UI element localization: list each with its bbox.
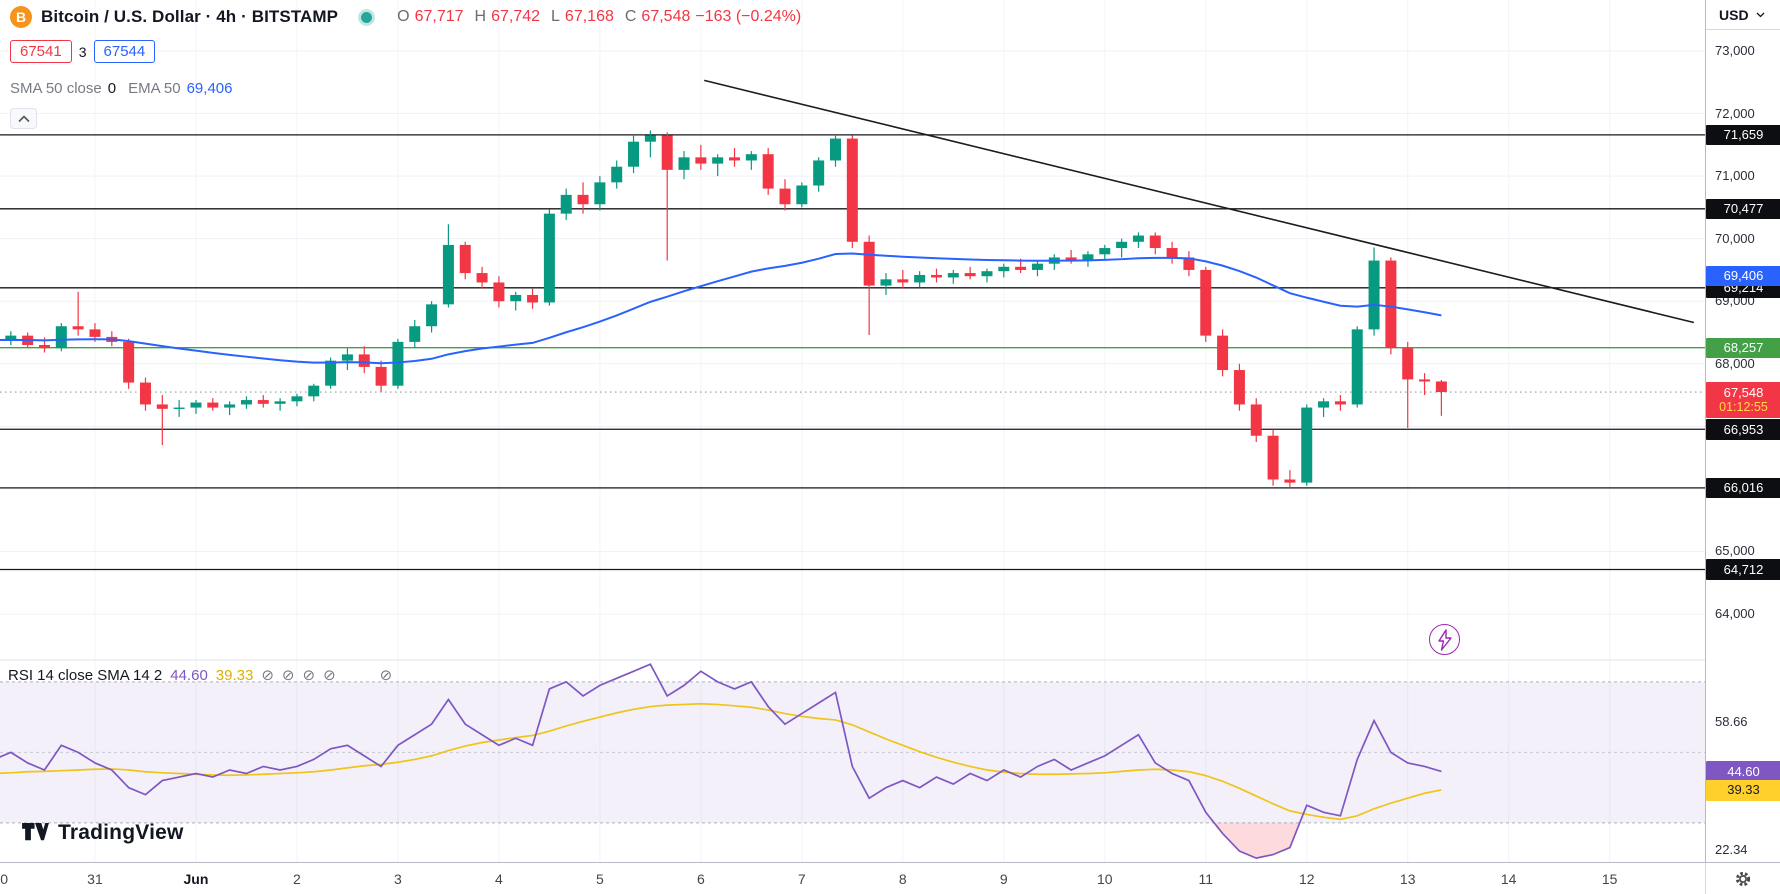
change-value: −163 (−0.24%)	[695, 8, 802, 25]
low-value: 67,168	[564, 8, 614, 25]
rsi-tick: 58.66	[1715, 713, 1748, 729]
time-label: 9	[999, 871, 1008, 887]
trendline	[704, 79, 1695, 324]
ema-indicator-value: 69,406	[186, 80, 233, 97]
rsi-sma-line	[0, 702, 1442, 821]
tradingview-logo-icon	[22, 822, 49, 840]
rsi-tick: 22.34	[1715, 841, 1748, 857]
currency-label: USD	[1719, 6, 1749, 23]
chevron-up-icon	[17, 114, 30, 122]
tradingview-logo-text: TradingView	[58, 821, 184, 844]
price-tick: 70,000	[1715, 230, 1755, 246]
tradingview-logo[interactable]: TradingView	[22, 821, 184, 845]
lightning-bolt-icon	[1437, 628, 1452, 651]
price-tick: 71,000	[1715, 168, 1755, 184]
time-label: 3	[394, 871, 402, 887]
symbol-header: B Bitcoin / U.S. Dollar · 4h · BITSTAMP …	[10, 6, 801, 28]
rsi-sma-value: 39.33	[215, 666, 254, 684]
price-tick: 65,000	[1715, 543, 1755, 559]
sma-indicator-label[interactable]: SMA 50 close	[10, 80, 102, 97]
price-level-label[interactable]: 71,659	[1706, 124, 1780, 146]
low-label: L	[551, 8, 560, 25]
spread-value: 3	[78, 43, 87, 60]
bitcoin-icon: B	[10, 6, 32, 28]
open-value: 67,717	[414, 8, 464, 25]
time-label: 12	[1298, 871, 1315, 887]
bid-ask-row: 67541 3 67544	[10, 40, 156, 63]
rsi-value-label: 44.60	[1706, 761, 1780, 782]
time-label: 11	[1198, 871, 1214, 887]
rsi-oversold-fill	[1214, 822, 1300, 859]
time-label: 31	[87, 871, 103, 887]
ohlc-readout: O 67,717 H 67,742 L 67,168 C 67,548 −163…	[391, 8, 801, 26]
circle-slash-icon[interactable]: ⊘	[261, 667, 274, 684]
rsi-legend: RSI 14 close SMA 14 2 44.60 39.33 ⊘ ⊘ ⊘ …	[8, 666, 393, 685]
time-label: 4	[494, 871, 503, 887]
price-tick: 73,000	[1715, 42, 1755, 58]
time-axis[interactable]: 0 31 Jun 2 3 4 5 6 7 8 9 10 11 12 13 14 15	[0, 862, 1780, 894]
bar-countdown: 01:12:55	[1719, 400, 1768, 415]
ema-line	[0, 252, 1442, 365]
chevron-down-icon	[1756, 12, 1765, 17]
ema-indicator-label[interactable]: EMA 50	[128, 80, 181, 97]
lightning-bolt-button[interactable]	[1429, 624, 1460, 655]
axis-settings-button[interactable]	[1705, 863, 1780, 894]
symbol-title[interactable]: Bitcoin / U.S. Dollar · 4h · BITSTAMP	[41, 7, 339, 26]
rsi-value: 44.60	[170, 666, 208, 684]
time-label: 0	[0, 871, 8, 887]
bid-button[interactable]: 67541	[10, 40, 72, 63]
time-label: 15	[1601, 871, 1618, 887]
last-price-label[interactable]: 67,548 01:12:55	[1706, 382, 1780, 418]
price-axis[interactable]: USD 73,000 72,000 71,000 70,000 69,000 68,000…	[1705, 0, 1780, 862]
price-level-label[interactable]: 66,016	[1706, 477, 1780, 499]
high-label: H	[474, 8, 487, 25]
close-value: 67,548	[641, 8, 691, 25]
circle-slash-icon[interactable]: ⊘	[323, 667, 336, 684]
time-label: 5	[595, 871, 604, 887]
gear-icon	[1735, 871, 1751, 887]
price-tick: 64,000	[1715, 606, 1755, 622]
price-chart-canvas[interactable]	[0, 0, 1705, 862]
price-level-label[interactable]: 70,477	[1706, 198, 1780, 220]
price-tick: 72,000	[1715, 105, 1755, 121]
circle-slash-icon[interactable]: ⊘	[302, 667, 316, 684]
time-label: 6	[696, 871, 705, 887]
price-level-label[interactable]: 68,257	[1706, 337, 1780, 359]
time-label: 13	[1399, 871, 1416, 887]
price-tick: 68,000	[1715, 355, 1755, 371]
close-label: C	[624, 8, 637, 25]
time-label: 10	[1096, 871, 1113, 887]
rsi-line	[0, 663, 1442, 860]
ema-value-label[interactable]: 69,406	[1706, 265, 1780, 287]
time-label: Jun	[183, 871, 209, 887]
price-level-label[interactable]: 64,712	[1706, 559, 1780, 581]
market-status-dot-icon[interactable]	[361, 11, 373, 23]
high-value: 67,742	[491, 8, 541, 25]
circle-slash-icon[interactable]: ⊘	[281, 667, 295, 684]
legend-collapse-button[interactable]	[10, 108, 37, 129]
price-level-label[interactable]: 66,953	[1706, 419, 1780, 440]
time-label: 7	[797, 871, 806, 887]
circle-slash-icon[interactable]: ⊘	[379, 667, 393, 684]
ask-button[interactable]: 67544	[93, 40, 156, 63]
time-label: 8	[898, 871, 907, 887]
time-label: 14	[1500, 871, 1517, 887]
sma-indicator-value: 0	[107, 80, 117, 97]
currency-selector[interactable]: USD	[1706, 0, 1780, 30]
candles	[5, 130, 1447, 488]
rsi-sma-value-label: 39.33	[1706, 779, 1780, 801]
indicator-legend: SMA 50 close 0 EMA 50 69,406	[10, 80, 232, 97]
time-label: 2	[293, 871, 301, 887]
open-label: O	[397, 8, 410, 25]
rsi-indicator-label[interactable]: RSI 14 close SMA 14 2	[8, 666, 163, 684]
